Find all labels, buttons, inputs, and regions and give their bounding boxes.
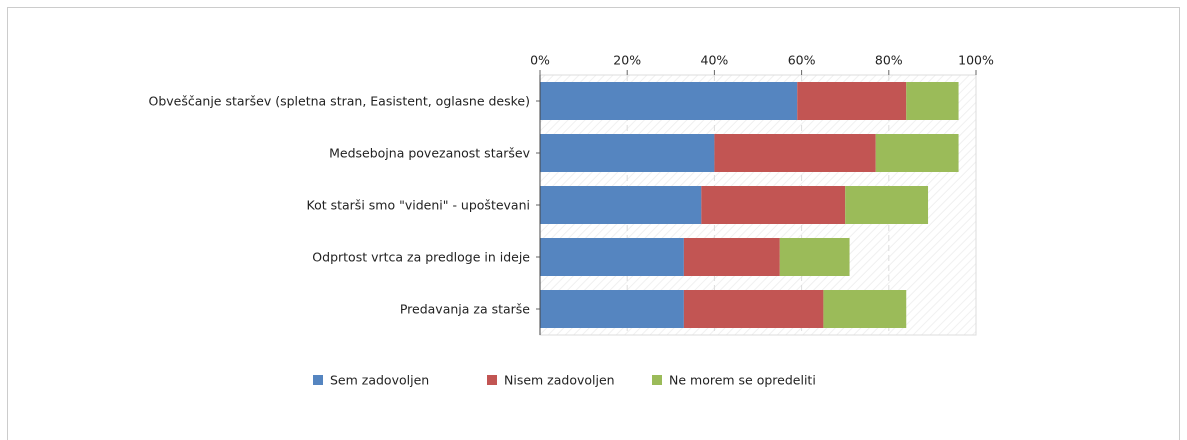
legend-label: Ne morem se opredeliti (669, 373, 816, 388)
x-tick-label: 80% (875, 53, 903, 68)
legend-swatch (313, 375, 323, 385)
y-tick-label: Medsebojna povezanost staršev (329, 145, 530, 161)
bar (779, 238, 850, 276)
legend-swatch (652, 375, 662, 385)
legend-label: Nisem zadovoljen (504, 373, 615, 388)
y-tick-label: Kot starši smo "videni" - upoštevani (306, 197, 531, 213)
bar (797, 82, 907, 120)
bar (683, 238, 780, 276)
bar (875, 134, 959, 172)
bar (540, 238, 684, 276)
frame (7, 7, 1180, 440)
x-tick-label: 100% (958, 53, 994, 68)
bar (701, 186, 846, 224)
x-tick-label: 0% (530, 53, 550, 68)
bar (540, 290, 684, 328)
y-tick-label: Obveščanje staršev (spletna stran, Easis… (148, 93, 530, 109)
bar (540, 186, 702, 224)
x-tick-label: 60% (788, 53, 816, 68)
y-tick-label: Predavanja za starše (399, 301, 530, 317)
bar (683, 290, 824, 328)
bar (540, 134, 715, 172)
legend-label: Sem zadovoljen (330, 373, 429, 388)
bar (823, 290, 907, 328)
bar (845, 186, 929, 224)
legend-swatch (487, 375, 497, 385)
x-tick-label: 20% (613, 53, 641, 68)
bar (714, 134, 876, 172)
bar (906, 82, 959, 120)
y-tick-label: Odprtost vrtca za predloge in ideje (312, 249, 530, 265)
x-tick-label: 40% (701, 53, 729, 68)
bar (540, 82, 798, 120)
